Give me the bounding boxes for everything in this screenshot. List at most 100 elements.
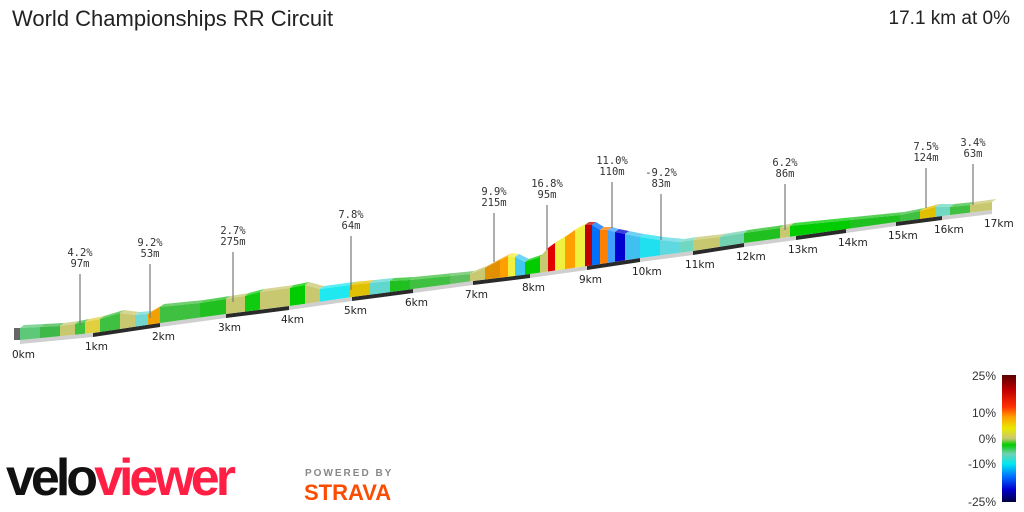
strava-logo[interactable]: STRAVA	[304, 480, 392, 505]
gradient-segment-top	[148, 304, 164, 314]
annotation-grade: -9.2%	[645, 167, 677, 179]
gradient-segment	[592, 225, 600, 266]
annotation-grade: 9.9%	[481, 186, 507, 198]
km-tick-label: 15km	[888, 230, 918, 242]
km-tick-label: 8km	[522, 282, 545, 294]
gradient-segment	[370, 281, 390, 295]
annotation-length: 97m	[71, 258, 90, 270]
annotation-length: 110m	[599, 166, 624, 178]
distance-band	[93, 323, 160, 337]
annotation-length: 86m	[776, 168, 795, 180]
gradient-segment-top	[548, 240, 559, 248]
km-tick-label: 5km	[344, 305, 367, 317]
annotation-grade: 3.4%	[960, 137, 986, 149]
gradient-segment	[780, 226, 790, 239]
gradient-segment-top	[160, 300, 204, 307]
gradient-segment	[575, 225, 585, 268]
gradient-segment	[720, 233, 744, 247]
annotation-length: 95m	[538, 189, 557, 201]
gradient-segment-top	[608, 227, 619, 232]
gradient-segment-top	[120, 310, 139, 315]
annotation-grade: 16.8%	[531, 178, 563, 190]
distance-band	[473, 274, 530, 285]
gradient-segment	[935, 207, 950, 217]
annotation-length: 64m	[342, 220, 361, 232]
distance-band	[896, 216, 942, 226]
gradient-segment-top	[780, 223, 794, 228]
gradient-segment	[85, 319, 100, 334]
gradient-segment-top	[226, 293, 249, 299]
gradient-segment	[450, 274, 470, 285]
km-tick-label: 13km	[788, 244, 818, 256]
gradient-segment	[40, 326, 60, 339]
gradient-segment-top	[592, 222, 604, 230]
distance-summary: 17.1 km at 0%	[888, 8, 1010, 29]
gradient-segment	[600, 230, 608, 265]
gradient-segment	[565, 230, 575, 270]
legend-label: -10%	[968, 457, 996, 471]
gradient-segment	[508, 256, 515, 277]
gradient-segment	[625, 234, 640, 261]
gradient-segment-top	[470, 265, 489, 274]
distance-band	[744, 236, 796, 247]
annotation-length: 83m	[652, 178, 671, 190]
distance-band	[352, 289, 413, 301]
veloviewer-logo[interactable]: veloviewer	[6, 449, 236, 507]
gradient-segment-top	[525, 254, 544, 262]
gradient-segment-top	[850, 212, 904, 220]
gradient-segment-top	[950, 202, 974, 207]
gradient-segment	[100, 313, 120, 332]
km-tick-label: 9km	[579, 274, 602, 286]
gradient-segment-top	[640, 234, 664, 240]
gradient-segment	[410, 276, 450, 290]
gradient-segment	[790, 220, 850, 237]
gradient-segment	[640, 237, 660, 258]
gradient-segment	[260, 288, 290, 310]
legend-label: 0%	[979, 432, 997, 446]
gradient-segment	[75, 322, 85, 335]
gradient-segment	[135, 314, 148, 327]
gradient-segment	[200, 299, 226, 318]
gradient-segment	[660, 240, 680, 256]
distance-band	[796, 229, 846, 240]
annotation-grade: 7.8%	[338, 209, 364, 221]
gradient-segment	[970, 202, 992, 213]
gradient-segment	[693, 237, 720, 251]
annotation-grade: 2.7%	[220, 225, 246, 237]
gradient-segment-top	[585, 222, 596, 225]
gradient-segment	[245, 292, 260, 312]
distance-band	[160, 314, 226, 327]
gradient-segment-top	[260, 285, 294, 292]
km-tick-label: 1km	[85, 341, 108, 353]
legend-label: -25%	[968, 495, 996, 509]
gradient-segment-top	[680, 237, 697, 242]
gradient-segment-top	[900, 208, 924, 215]
km-tick-label: 3km	[218, 322, 241, 334]
annotation-length: 63m	[964, 148, 983, 160]
gradient-segment-top	[625, 231, 644, 237]
km-tick-label: 2km	[152, 331, 175, 343]
distance-band	[846, 222, 896, 233]
gradient-segment-top	[508, 253, 519, 257]
km-tick-label: 11km	[685, 259, 715, 271]
gradient-segment-top	[693, 234, 724, 240]
powered-by-label: POWERED BY	[305, 468, 394, 479]
km-tick-label: 14km	[838, 237, 868, 249]
annotation-length: 215m	[481, 197, 506, 209]
gradient-segment	[555, 237, 565, 271]
gradient-segment-top	[744, 225, 784, 233]
gradient-segment-top	[40, 323, 64, 327]
gradient-segment	[20, 327, 40, 340]
gradient-segment-top	[100, 310, 124, 319]
distance-band	[640, 251, 693, 262]
km-tick-label: 12km	[736, 251, 766, 263]
legend-colorbar	[1002, 375, 1016, 502]
gradient-segment	[148, 307, 160, 325]
profile-start-cap	[14, 328, 20, 340]
gradient-segment-top	[485, 257, 504, 268]
annotation-length: 275m	[220, 236, 245, 248]
gradient-segment-top	[20, 324, 44, 328]
gradient-segment	[390, 280, 410, 293]
km-tick-label: 7km	[465, 289, 488, 301]
